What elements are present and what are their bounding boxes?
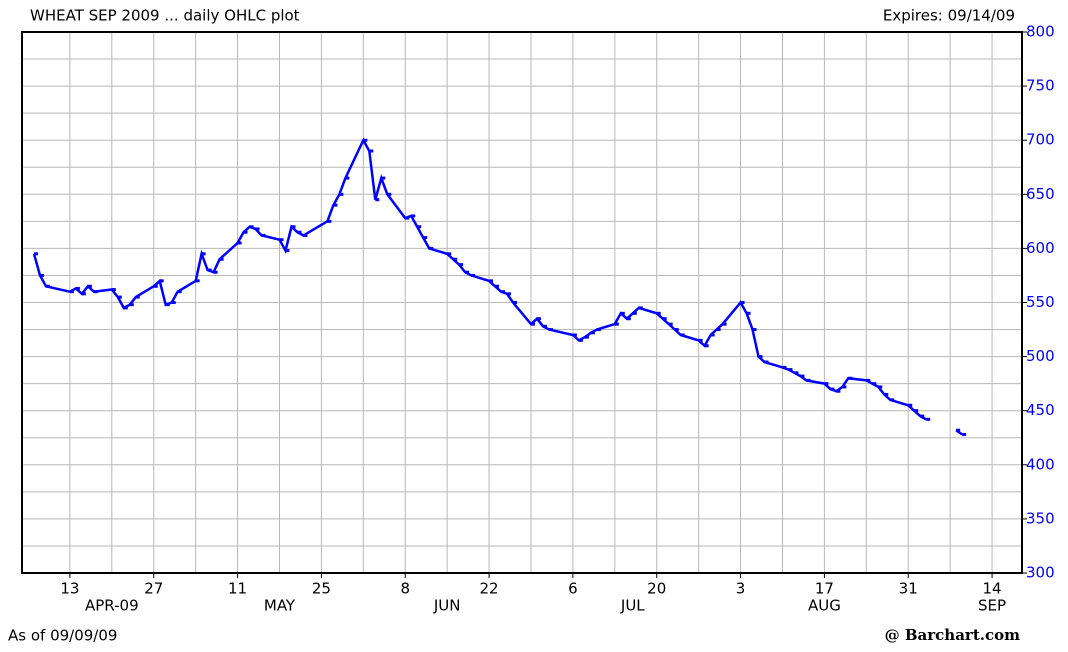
x-tick-label: 11 [228,580,247,598]
x-tick-label: 20 [647,580,666,598]
x-tick-label: 31 [899,580,918,598]
x-tick-label: 14 [983,580,1002,598]
month-label: APR-09 [85,597,139,615]
x-tick-label: 17 [815,580,834,598]
subtitle: Expires: 09/14/09 [883,7,1015,25]
y-tick-label: 600 [1026,239,1055,257]
y-tick-label: 350 [1026,509,1055,527]
plot [32,137,967,437]
x-tick-label: 25 [312,580,331,598]
footnote: As of 09/09/09 [8,627,117,645]
y-tick-label: 450 [1026,401,1055,419]
y-tick-label: 550 [1026,293,1055,311]
y-tick-label: 400 [1026,455,1055,473]
month-label: JUL [620,597,645,615]
y-tick-label: 500 [1026,347,1055,365]
x-tick-label: 13 [60,580,79,598]
y-tick-label: 300 [1026,564,1055,582]
source: @ Barchart.com [885,626,1020,644]
month-label: JUN [433,597,461,615]
month-label: MAY [264,597,296,615]
y-tick-label: 700 [1026,131,1055,149]
x-tick-label: 27 [144,580,163,598]
x-tick-label: 22 [480,580,499,598]
y-tick-label: 800 [1026,23,1055,41]
x-tick-label: 6 [568,580,578,598]
month-label: AUG [808,597,841,615]
month-label: SEP [978,597,1006,615]
y-tick-label: 650 [1026,185,1055,203]
x-tick-label: 8 [400,580,410,598]
y-tick-label: 750 [1026,77,1055,95]
chart-title: WHEAT SEP 2009 ... daily OHLC plot [30,7,300,25]
x-tick-label: 3 [736,580,746,598]
